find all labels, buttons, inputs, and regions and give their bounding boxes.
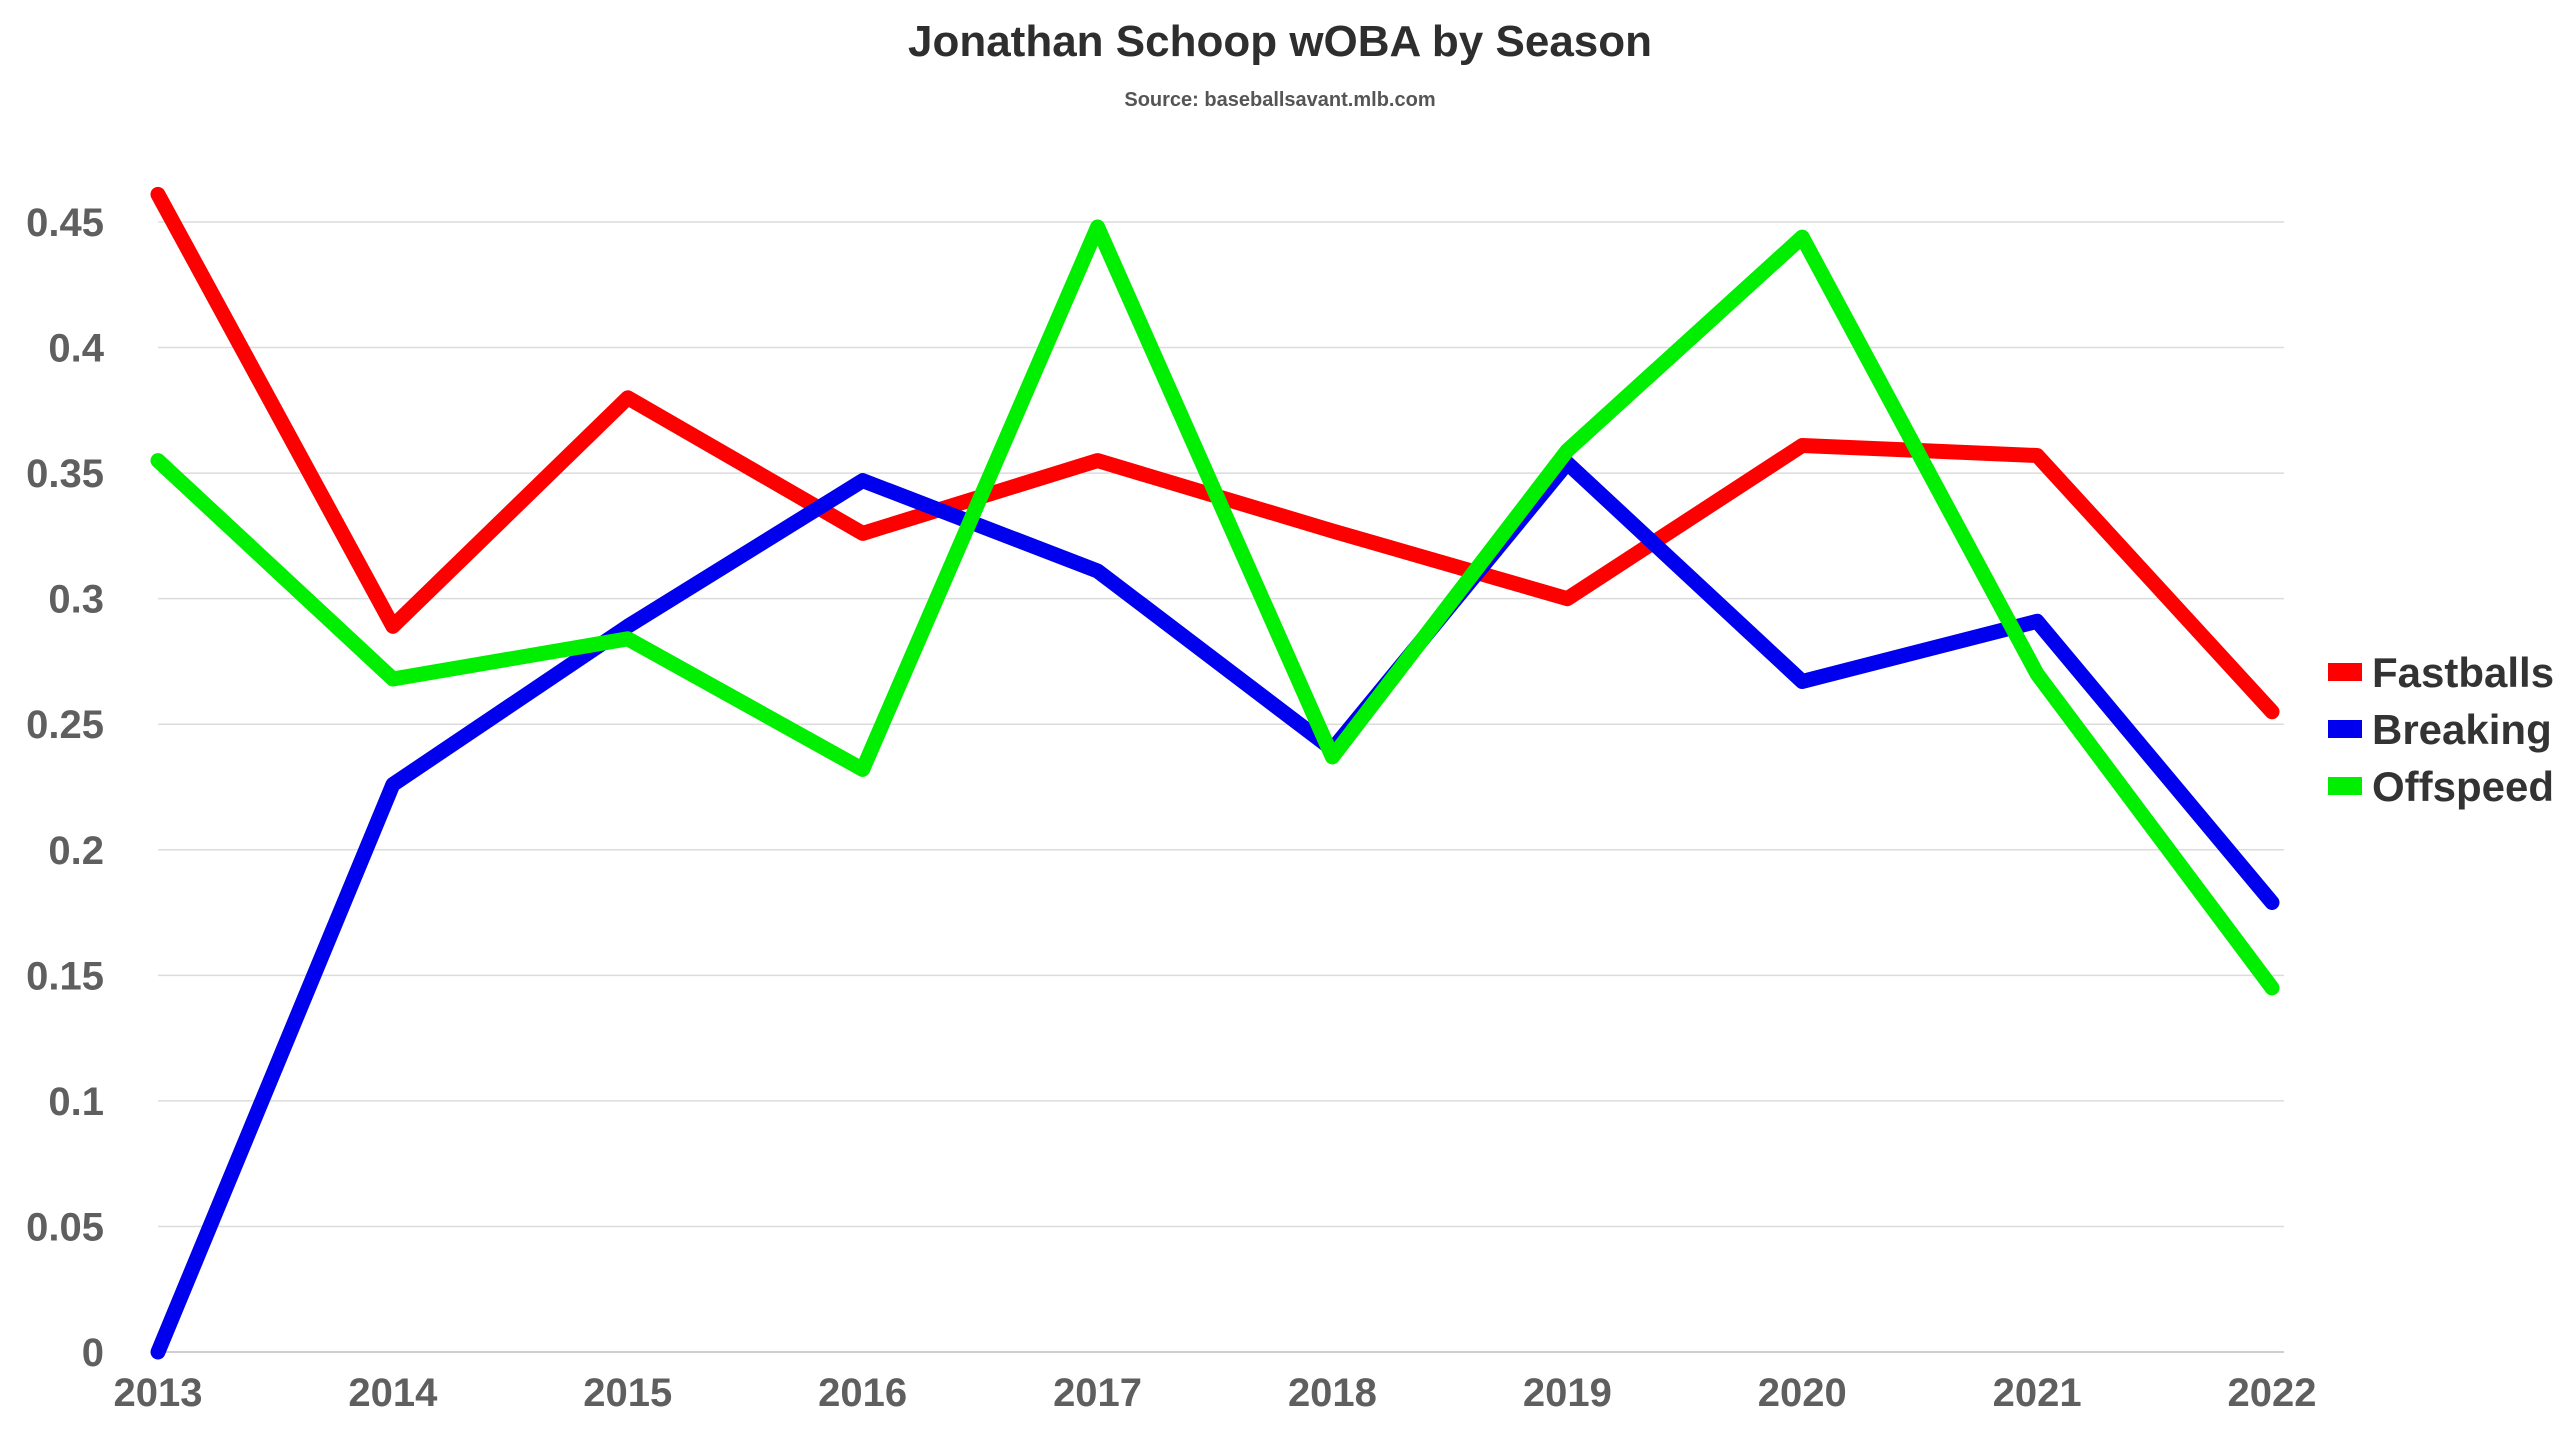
series-line-offspeed	[150, 219, 2280, 996]
legend-swatch	[2328, 777, 2362, 795]
chart-title: Jonathan Schoop wOBA by Season	[908, 17, 1652, 66]
x-tick-label: 2019	[1523, 1371, 1612, 1415]
chart-subtitle: Source: baseballsavant.mlb.com	[1124, 89, 1435, 111]
x-tick-label: 2016	[818, 1371, 907, 1415]
y-tick-label: 0.25	[26, 703, 104, 747]
series-lines	[150, 186, 2280, 1360]
x-tick-label: 2020	[1758, 1371, 1847, 1415]
y-tick-label: 0.4	[48, 327, 104, 371]
legend-swatch	[2328, 720, 2362, 738]
x-tick-label: 2014	[348, 1371, 438, 1415]
gridlines	[158, 221, 2284, 1228]
y-tick-label: 0.45	[26, 201, 104, 245]
y-tick-label: 0.15	[26, 954, 104, 998]
y-tick-label: 0.3	[48, 578, 104, 622]
legend: Fastballs Breaking Offspeed	[2328, 649, 2554, 810]
x-tick-label: 2021	[1993, 1371, 2082, 1415]
y-tick-label: 0.05	[26, 1205, 104, 1249]
legend-label: Fastballs	[2372, 649, 2554, 696]
series-line-breaking	[150, 455, 2280, 1360]
x-tick-label: 2018	[1288, 1371, 1377, 1415]
y-tick-label: 0.35	[26, 452, 104, 496]
y-axis: 0 0.05 0.1 0.15 0.2 0.25 0.3 0.35 0.4 0.45	[26, 201, 105, 1375]
x-tick-label: 2017	[1053, 1371, 1142, 1415]
legend-swatch	[2328, 663, 2362, 681]
y-tick-label: 0	[82, 1331, 104, 1375]
x-tick-label: 2013	[114, 1371, 203, 1415]
y-tick-label: 0.1	[48, 1080, 104, 1124]
x-axis: 2013 2014 2015 2016 2017 2018 2019 2020 2021 2022	[114, 1351, 2317, 1415]
legend-item-breaking: Breaking	[2328, 706, 2552, 753]
x-tick-label: 2015	[583, 1371, 672, 1415]
legend-item-fastballs: Fastballs	[2328, 649, 2554, 696]
x-tick-label: 2022	[2228, 1371, 2317, 1415]
legend-item-offspeed: Offspeed	[2328, 763, 2554, 810]
legend-label: Offspeed	[2372, 763, 2554, 810]
y-tick-label: 0.2	[48, 829, 104, 873]
series-line-fastballs	[150, 186, 2280, 720]
legend-label: Breaking	[2372, 706, 2552, 753]
